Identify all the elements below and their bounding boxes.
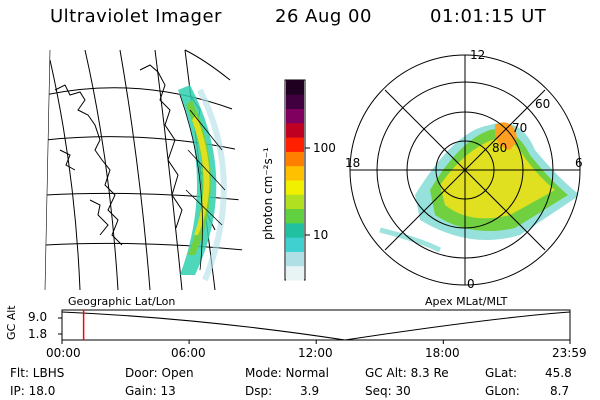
time-label: 01:01:15 UT	[430, 6, 547, 27]
info-door: Door: Open	[125, 366, 194, 380]
mlt-label-18: 18	[345, 156, 361, 170]
colorbar-cell	[286, 80, 304, 95]
timeline-xtick-2: 12:00	[298, 346, 333, 360]
timeline-ytick-high: 9.0	[28, 310, 48, 324]
colorbar-unit: photon cm⁻²s⁻¹	[261, 147, 275, 240]
polar-plot	[349, 54, 581, 286]
timeline-ylabel: GC Alt	[5, 305, 18, 340]
timeline-plot	[58, 309, 571, 344]
info-glon-label: GLon:	[485, 384, 520, 398]
info-ip: IP: 18.0	[10, 384, 56, 398]
info-gc-alt: GC Alt: 8.3 Re	[365, 366, 449, 380]
colorbar-cell	[286, 208, 304, 224]
timeline-ytick-low: 1.8	[28, 327, 48, 341]
colorbar-cell	[286, 165, 304, 181]
info-gain: Gain: 13	[125, 384, 176, 398]
colorbar-cell	[286, 251, 304, 267]
lat-label-60: 60	[535, 97, 551, 111]
date-label: 26 Aug 00	[275, 6, 372, 27]
info-mode: Mode: Normal	[245, 366, 329, 380]
apex-panel-label: Apex MLat/MLT	[425, 295, 508, 308]
colorbar-cell	[286, 222, 304, 238]
timeline-xtick-0: 00:00	[46, 346, 81, 360]
altitude-curve	[61, 311, 571, 341]
colorbar	[284, 79, 310, 281]
info-dsp-value: 3.9	[300, 384, 320, 398]
info-glat-value: 45.8	[545, 366, 572, 380]
colorbar-tick-10: 10	[313, 228, 329, 242]
colorbar-cell	[286, 237, 304, 252]
mlt-label-12: 12	[470, 48, 486, 62]
instrument-title: Ultraviolet Imager	[50, 6, 222, 27]
colorbar-cell	[286, 180, 304, 195]
info-seq: Seq: 30	[365, 384, 411, 398]
info-glon-value: 8.7	[550, 384, 570, 398]
mlt-label-0: 0	[467, 277, 475, 291]
colorbar-cell	[286, 122, 304, 138]
colorbar-tick-100: 100	[313, 141, 336, 155]
colorbar-cell	[286, 108, 304, 124]
lat-label-70: 70	[512, 121, 528, 135]
lat-label-80: 80	[492, 141, 508, 155]
info-dsp-label: Dsp:	[245, 384, 273, 398]
colorbar-cell	[286, 151, 304, 167]
timeline-xtick-3: 18:00	[425, 346, 460, 360]
info-flt: Flt: LBHS	[10, 366, 65, 380]
timeline-xtick-1: 06:00	[171, 346, 206, 360]
colorbar-cell	[286, 194, 304, 210]
info-glat-label: GLat:	[485, 366, 518, 380]
colorbar-cell	[286, 137, 304, 152]
mlt-label-6: 6	[575, 156, 583, 170]
auroral-oval-geo	[178, 85, 227, 282]
timeline-xtick-4: 23:59	[552, 346, 587, 360]
geographic-map	[44, 49, 245, 291]
colorbar-cell	[286, 265, 304, 281]
geographic-panel-label: Geographic Lat/Lon	[68, 295, 176, 308]
colorbar-cell	[286, 94, 304, 110]
